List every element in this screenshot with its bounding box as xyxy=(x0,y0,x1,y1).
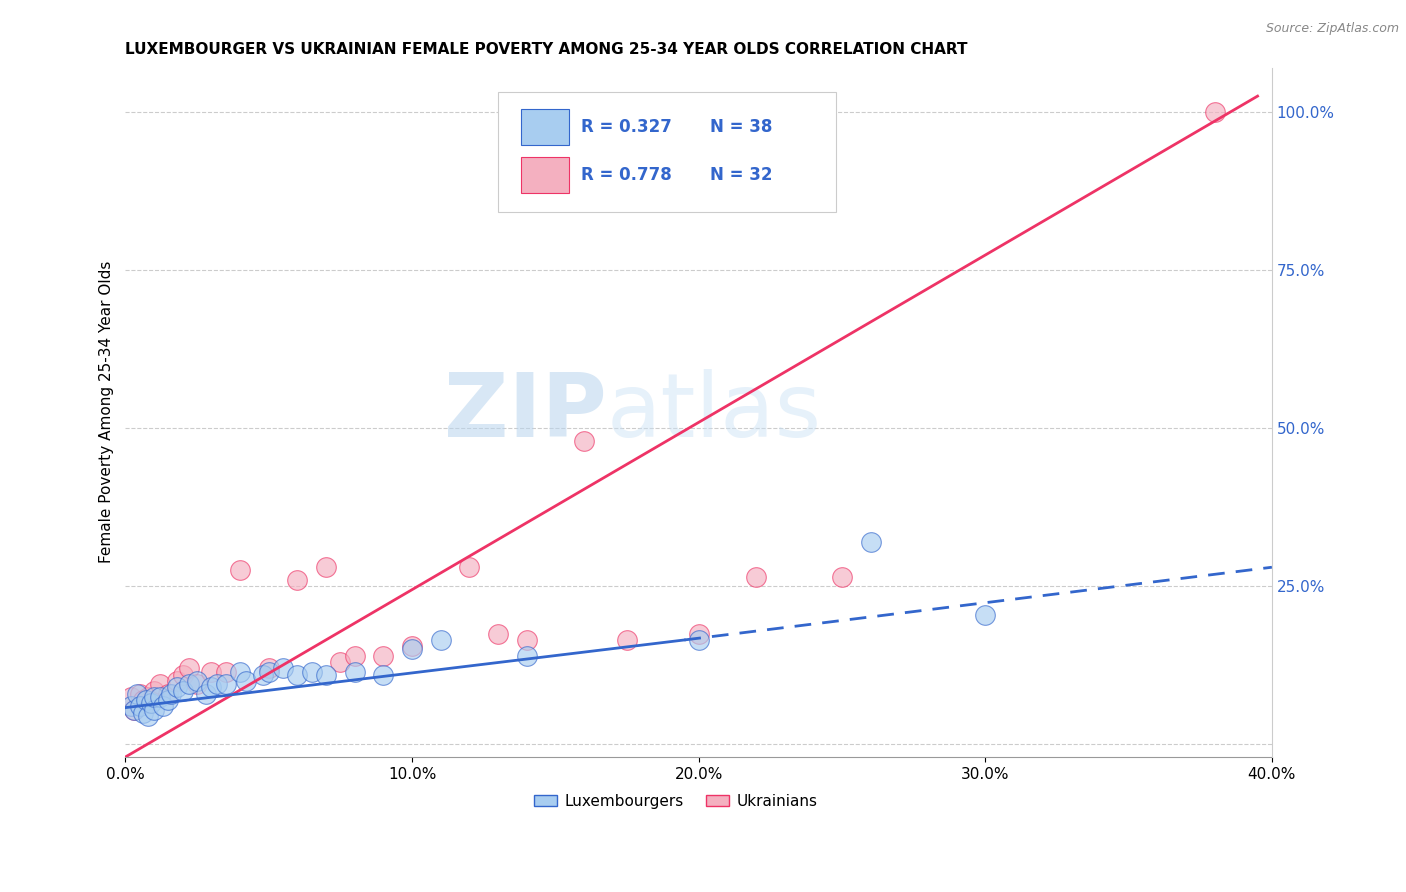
Point xyxy=(401,640,423,654)
Point xyxy=(143,683,166,698)
Point xyxy=(688,632,710,647)
Point xyxy=(257,665,280,679)
Point xyxy=(229,665,252,679)
Point xyxy=(287,573,309,587)
FancyBboxPatch shape xyxy=(498,92,837,212)
Text: R = 0.327: R = 0.327 xyxy=(581,118,672,136)
Point xyxy=(343,665,366,679)
Text: N = 38: N = 38 xyxy=(710,118,772,136)
Point xyxy=(143,690,166,704)
Point xyxy=(138,690,160,704)
Point xyxy=(128,699,150,714)
Point xyxy=(141,696,163,710)
Point xyxy=(122,702,145,716)
FancyBboxPatch shape xyxy=(522,157,569,193)
Point xyxy=(138,709,160,723)
Point xyxy=(287,667,309,681)
Point xyxy=(128,687,150,701)
Point xyxy=(157,687,180,701)
Point xyxy=(172,683,194,698)
Point xyxy=(516,648,538,663)
Point xyxy=(200,681,222,695)
Point xyxy=(157,693,180,707)
Point xyxy=(194,687,217,701)
Point xyxy=(616,632,638,647)
Point xyxy=(429,632,451,647)
Point xyxy=(122,702,145,716)
Point xyxy=(177,677,200,691)
Point xyxy=(152,699,174,714)
Point xyxy=(401,642,423,657)
Point xyxy=(200,665,222,679)
Point xyxy=(252,667,274,681)
Point xyxy=(172,667,194,681)
Point xyxy=(120,699,142,714)
Point xyxy=(135,696,157,710)
Point xyxy=(215,677,238,691)
Text: ZIP: ZIP xyxy=(444,368,607,456)
Point xyxy=(271,661,294,675)
Point xyxy=(186,674,208,689)
Point xyxy=(215,665,238,679)
Y-axis label: Female Poverty Among 25-34 Year Olds: Female Poverty Among 25-34 Year Olds xyxy=(100,261,114,564)
Point xyxy=(974,607,997,622)
Point xyxy=(373,648,395,663)
Point xyxy=(572,434,595,448)
Point xyxy=(458,560,481,574)
Text: atlas: atlas xyxy=(607,368,823,456)
Point xyxy=(177,661,200,675)
Point xyxy=(131,706,153,720)
Point xyxy=(235,674,257,689)
Point xyxy=(486,626,509,640)
Point xyxy=(160,687,183,701)
FancyBboxPatch shape xyxy=(522,109,569,145)
Point xyxy=(859,535,882,549)
Point xyxy=(688,626,710,640)
Point xyxy=(315,560,337,574)
Point xyxy=(373,667,395,681)
Point xyxy=(125,687,148,701)
Text: R = 0.778: R = 0.778 xyxy=(581,166,671,184)
Point xyxy=(516,632,538,647)
Text: Source: ZipAtlas.com: Source: ZipAtlas.com xyxy=(1265,22,1399,36)
Point xyxy=(745,570,768,584)
Point xyxy=(149,677,172,691)
Point xyxy=(149,690,172,704)
Text: N = 32: N = 32 xyxy=(710,166,773,184)
Text: LUXEMBOURGER VS UKRAINIAN FEMALE POVERTY AMONG 25-34 YEAR OLDS CORRELATION CHART: LUXEMBOURGER VS UKRAINIAN FEMALE POVERTY… xyxy=(125,42,967,57)
Point xyxy=(229,563,252,577)
Point xyxy=(301,665,323,679)
Point xyxy=(186,677,208,691)
Point xyxy=(135,693,157,707)
Point xyxy=(329,655,352,669)
Point xyxy=(120,690,142,704)
Point xyxy=(257,661,280,675)
Point xyxy=(131,693,153,707)
Point xyxy=(143,702,166,716)
Point xyxy=(831,570,853,584)
Legend: Luxembourgers, Ukrainians: Luxembourgers, Ukrainians xyxy=(527,788,824,814)
Point xyxy=(205,677,228,691)
Point xyxy=(315,667,337,681)
Point xyxy=(166,681,188,695)
Point xyxy=(1204,104,1226,119)
Point xyxy=(166,674,188,689)
Point xyxy=(343,648,366,663)
